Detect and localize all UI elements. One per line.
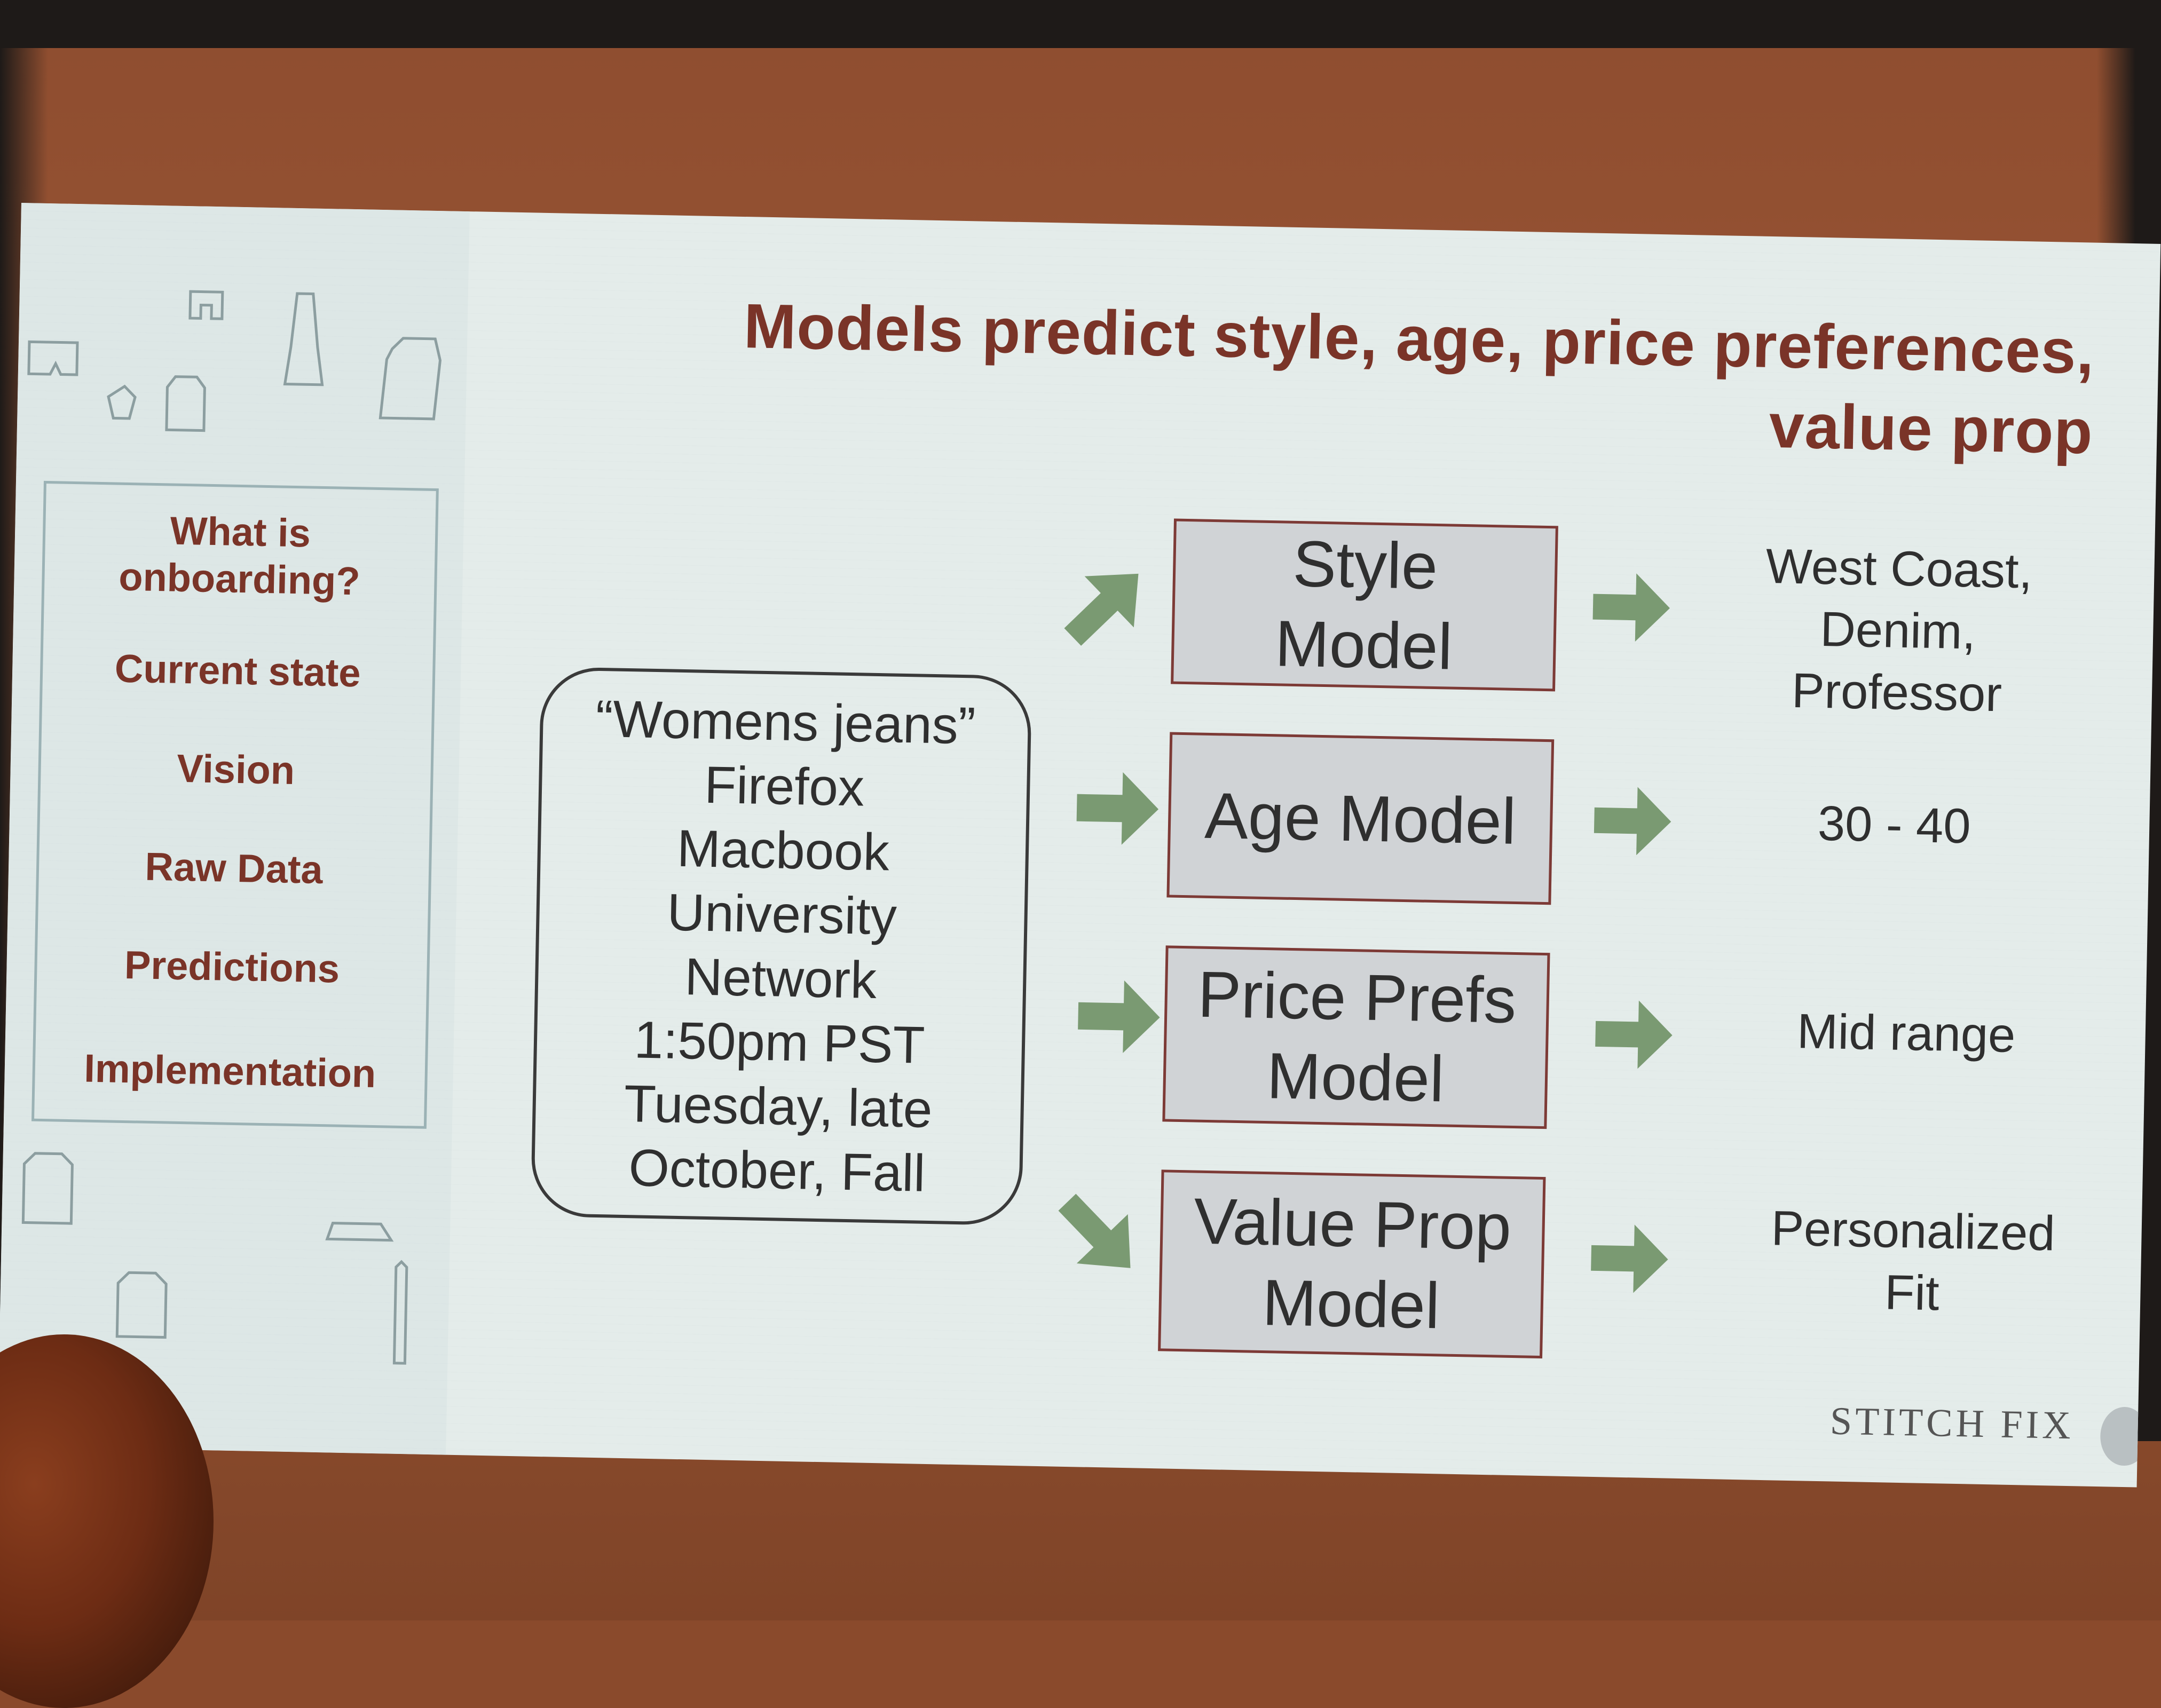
input-line: October, Fall (628, 1138, 926, 1203)
output-line: 30 - 40 (1817, 796, 1971, 854)
input-line: 1:50pm PST (633, 1010, 926, 1074)
stitch-fix-logo: STITCH FIX (1829, 1399, 2075, 1448)
arrow-to-age-output-icon (1594, 787, 1671, 856)
model-label: Price Prefs (1197, 958, 1517, 1037)
input-line: “Womens jeans” (595, 689, 976, 755)
projected-slide: Models predict style, age, price prefere… (0, 203, 2161, 1488)
input-line: University (666, 882, 897, 946)
arrow-to-style-output-icon (1592, 573, 1670, 642)
output-line: Mid range (1796, 1004, 2016, 1063)
style-model-box: Style Model (1171, 518, 1558, 692)
value-prop-output: Personalized Fit (1708, 1196, 2116, 1328)
price-prefs-model-box: Price Prefs Model (1162, 945, 1550, 1129)
slide-title: Models predict style, age, price prefere… (598, 283, 2095, 472)
arrow-to-price-model-icon (1078, 980, 1160, 1053)
input-line: Macbook (676, 818, 890, 882)
output-line: Denim, (1819, 602, 1976, 660)
output-line: West Coast, (1765, 539, 2033, 599)
model-label: Model (1261, 1266, 1441, 1342)
screen-top-edge (0, 0, 2161, 48)
clothing-sketch-icons (21, 290, 442, 1391)
age-output: 30 - 40 (1691, 790, 2097, 860)
arrow-to-value-model-icon (1058, 1193, 1131, 1268)
arrow-to-age-model-icon (1076, 772, 1159, 845)
agenda-item-implementation: Implementation (83, 1046, 377, 1096)
model-label: Value Prop (1193, 1184, 1512, 1263)
agenda-item-current-state: Current state (114, 646, 361, 695)
model-label: Model (1266, 1039, 1445, 1116)
agenda-box: What is onboarding? Current state Vision… (31, 480, 439, 1129)
input-signals-box: “Womens jeans” Firefox Macbook Universit… (530, 666, 1032, 1226)
style-output: West Coast, Denim, Professor (1693, 534, 2103, 728)
arrow-to-value-output-icon (1591, 1224, 1668, 1293)
agenda-item-vision: Vision (176, 746, 295, 793)
agenda-item-predictions: Predictions (124, 942, 340, 991)
agenda-item-label: onboarding? (118, 554, 361, 604)
output-line: Professor (1791, 663, 2002, 722)
input-line: Network (684, 947, 878, 1010)
output-line: Personalized (1770, 1201, 2056, 1261)
input-line: Tuesday, late (624, 1073, 933, 1139)
arrow-to-price-output-icon (1595, 1000, 1673, 1069)
model-label: Style (1292, 527, 1439, 603)
input-line: Firefox (704, 755, 865, 817)
age-model-box: Age Model (1166, 732, 1555, 905)
value-prop-model-box: Value Prop Model (1158, 1169, 1546, 1359)
output-line: Fit (1884, 1265, 1940, 1321)
agenda-item-label: What is (169, 508, 311, 556)
model-label: Model (1274, 607, 1453, 683)
agenda-item-raw-data: Raw Data (144, 844, 324, 892)
price-output: Mid range (1703, 999, 2110, 1069)
model-label: Age Model (1204, 779, 1517, 858)
arrow-to-style-model-icon (1064, 573, 1139, 646)
agenda-item-what-is-onboarding: What is onboarding? (44, 505, 436, 606)
